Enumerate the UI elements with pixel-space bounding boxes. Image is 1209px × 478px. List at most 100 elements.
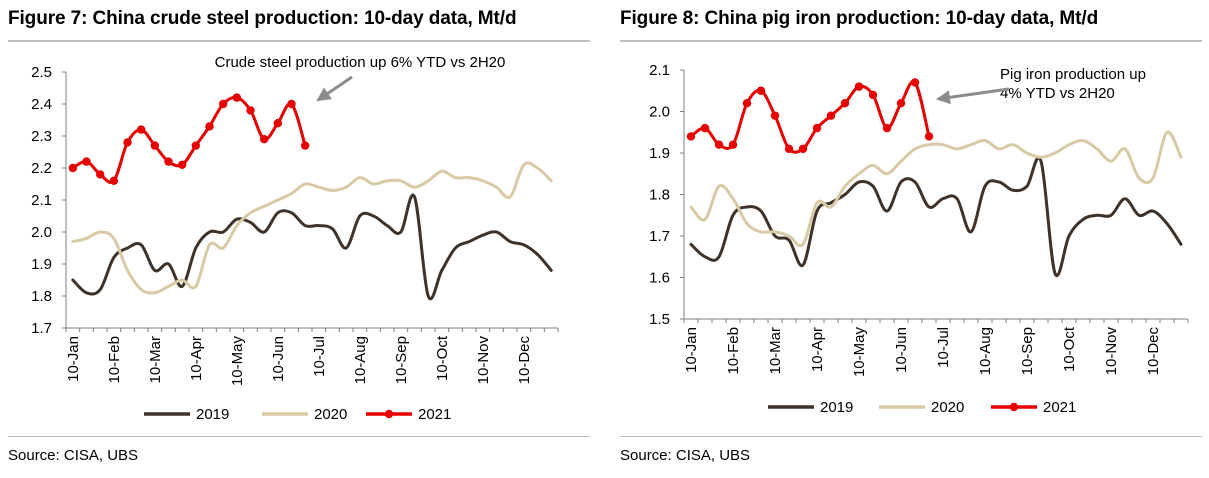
series-2021-point: [686, 132, 696, 141]
x-tick-label: 10-May: [229, 336, 246, 387]
y-tick-label: 1.9: [31, 256, 52, 273]
x-tick-label: 10-Jun: [893, 327, 910, 373]
series-2021-point: [232, 93, 242, 102]
title-rule: [620, 40, 1202, 42]
series-2021-point: [924, 132, 934, 141]
y-tick-label: 2.1: [649, 62, 670, 79]
legend-label-2021: 2021: [418, 406, 451, 423]
legend-marker-2021: [384, 409, 394, 419]
x-tick-label: 10-Feb: [106, 336, 123, 384]
y-tick-label: 1.7: [31, 320, 52, 337]
y-tick-label: 1.5: [649, 311, 670, 328]
series-2021-point: [246, 106, 255, 115]
source-note: Source: CISA, UBS: [620, 447, 751, 464]
crude-steel-chart: 1.7 1.8 1.9 2.0 2.1 2.2 2.3 2.4 2.5 10-Jan 10-Feb 1…: [31, 54, 559, 423]
series-2021-point: [770, 111, 780, 120]
legend-label-2020: 2020: [931, 399, 964, 416]
series-2021-point: [742, 99, 752, 108]
source-note: Source: CISA, UBS: [8, 447, 139, 464]
x-tick-label: 10-Aug: [352, 336, 369, 384]
series-2021-point: [784, 144, 794, 154]
x-tick-label: 10-Jul: [935, 327, 952, 368]
x-tick-label: 10-Apr: [188, 336, 205, 381]
series-2020-line: [689, 130, 1183, 248]
x-tick-label: 10-Feb: [725, 327, 742, 375]
source-rule: [620, 436, 1202, 437]
series-2019-line: [689, 156, 1183, 278]
legend-marker-2021: [1009, 402, 1019, 412]
series-2021-point: [700, 123, 710, 133]
annotation-text: Pig iron production up: [1000, 66, 1146, 83]
y-tick-label: 2.3: [31, 128, 52, 145]
x-tick-label: 10-Jul: [311, 336, 328, 377]
series-2021-point: [109, 176, 119, 185]
series-2021-point: [798, 144, 808, 154]
series-2021-point: [714, 140, 724, 149]
series-2021-point: [218, 99, 228, 109]
series-2019-line: [71, 193, 553, 301]
series-2020-line: [71, 161, 553, 295]
y-tick-label: 2.1: [31, 192, 52, 209]
y-tick-label: 2.5: [31, 64, 52, 81]
y-tick-label: 2.4: [31, 96, 52, 113]
y-tick-label: 2.0: [649, 104, 670, 121]
legend-label-2020: 2020: [314, 406, 347, 423]
series-2021-point: [150, 141, 160, 150]
figure-7-panel: Figure 7: China crude steel production: …: [0, 0, 598, 478]
figure-8-panel: Figure 8: China pig iron production: 10-…: [612, 0, 1209, 478]
x-tick-label: 10-Oct: [434, 335, 451, 381]
series-2021-point: [882, 123, 892, 133]
legend-label-2019: 2019: [196, 406, 229, 423]
x-tick-label: 10-Mar: [767, 327, 784, 375]
series-2021-point: [177, 160, 187, 169]
series-2021-point: [300, 141, 310, 150]
series-2021-point: [826, 111, 836, 120]
source-rule: [8, 436, 590, 437]
x-tick-label: 10-Sep: [1019, 327, 1036, 375]
series-2021-point: [840, 99, 850, 108]
series-2021-point: [812, 123, 822, 133]
x-tick-label: 10-Aug: [977, 327, 994, 375]
x-tick-label: 10-May: [851, 327, 868, 378]
series-2021-point: [68, 163, 78, 173]
y-tick-label: 1.7: [649, 228, 670, 245]
annotation-text: 4% YTD vs 2H20: [1000, 85, 1115, 102]
series-2021-point: [728, 140, 738, 149]
x-tick-label: 10-Jan: [65, 336, 82, 382]
x-tick-label: 10-Jun: [270, 336, 287, 382]
annotation-arrow-head: [936, 90, 951, 105]
series-2021-point: [82, 157, 91, 166]
x-tick-label: 10-Oct: [1061, 326, 1078, 372]
series-2021-point: [854, 82, 864, 91]
legend-label-2021: 2021: [1043, 399, 1076, 416]
x-tick-label: 10-Nov: [475, 336, 492, 385]
x-tick-label: 10-Nov: [1103, 327, 1120, 376]
x-tick-label: 10-Apr: [809, 327, 826, 372]
series-2021-line: [71, 95, 307, 184]
x-tick-label: 10-Dec: [1145, 327, 1162, 376]
series-2021-point: [259, 135, 269, 144]
series-2021-point: [910, 78, 920, 87]
annotation-text: Crude steel production up 6% YTD vs 2H20: [215, 54, 506, 71]
y-tick-label: 1.8: [649, 187, 670, 204]
x-tick-label: 10-Jan: [683, 327, 700, 373]
series-2021-point: [123, 138, 132, 147]
pig-iron-chart: 1.5 1.6 1.7 1.8 1.9 2.0 2.1 10-Jan 10-Feb 10-Mar 1…: [649, 62, 1189, 416]
y-tick-label: 1.8: [31, 288, 52, 305]
series-2021-line: [689, 79, 931, 154]
series-2021-point: [896, 99, 906, 108]
title-rule: [8, 40, 590, 42]
series-2021-point: [136, 125, 146, 134]
legend-label-2019: 2019: [820, 399, 853, 416]
x-tick-label: 10-Dec: [516, 336, 533, 385]
y-tick-label: 2.0: [31, 224, 52, 241]
annotation-arrow-head: [316, 87, 332, 102]
series-2021-point: [868, 90, 878, 100]
figure-8-title: Figure 8: China pig iron production: 10-…: [620, 8, 1099, 29]
x-tick-label: 10-Sep: [393, 336, 410, 384]
series-2021-point: [756, 86, 766, 95]
figure-7-title: Figure 7: China crude steel production: …: [8, 8, 517, 29]
series-2021-point: [205, 122, 214, 131]
series-2021-point: [95, 170, 105, 179]
series-2021-point: [273, 119, 283, 128]
